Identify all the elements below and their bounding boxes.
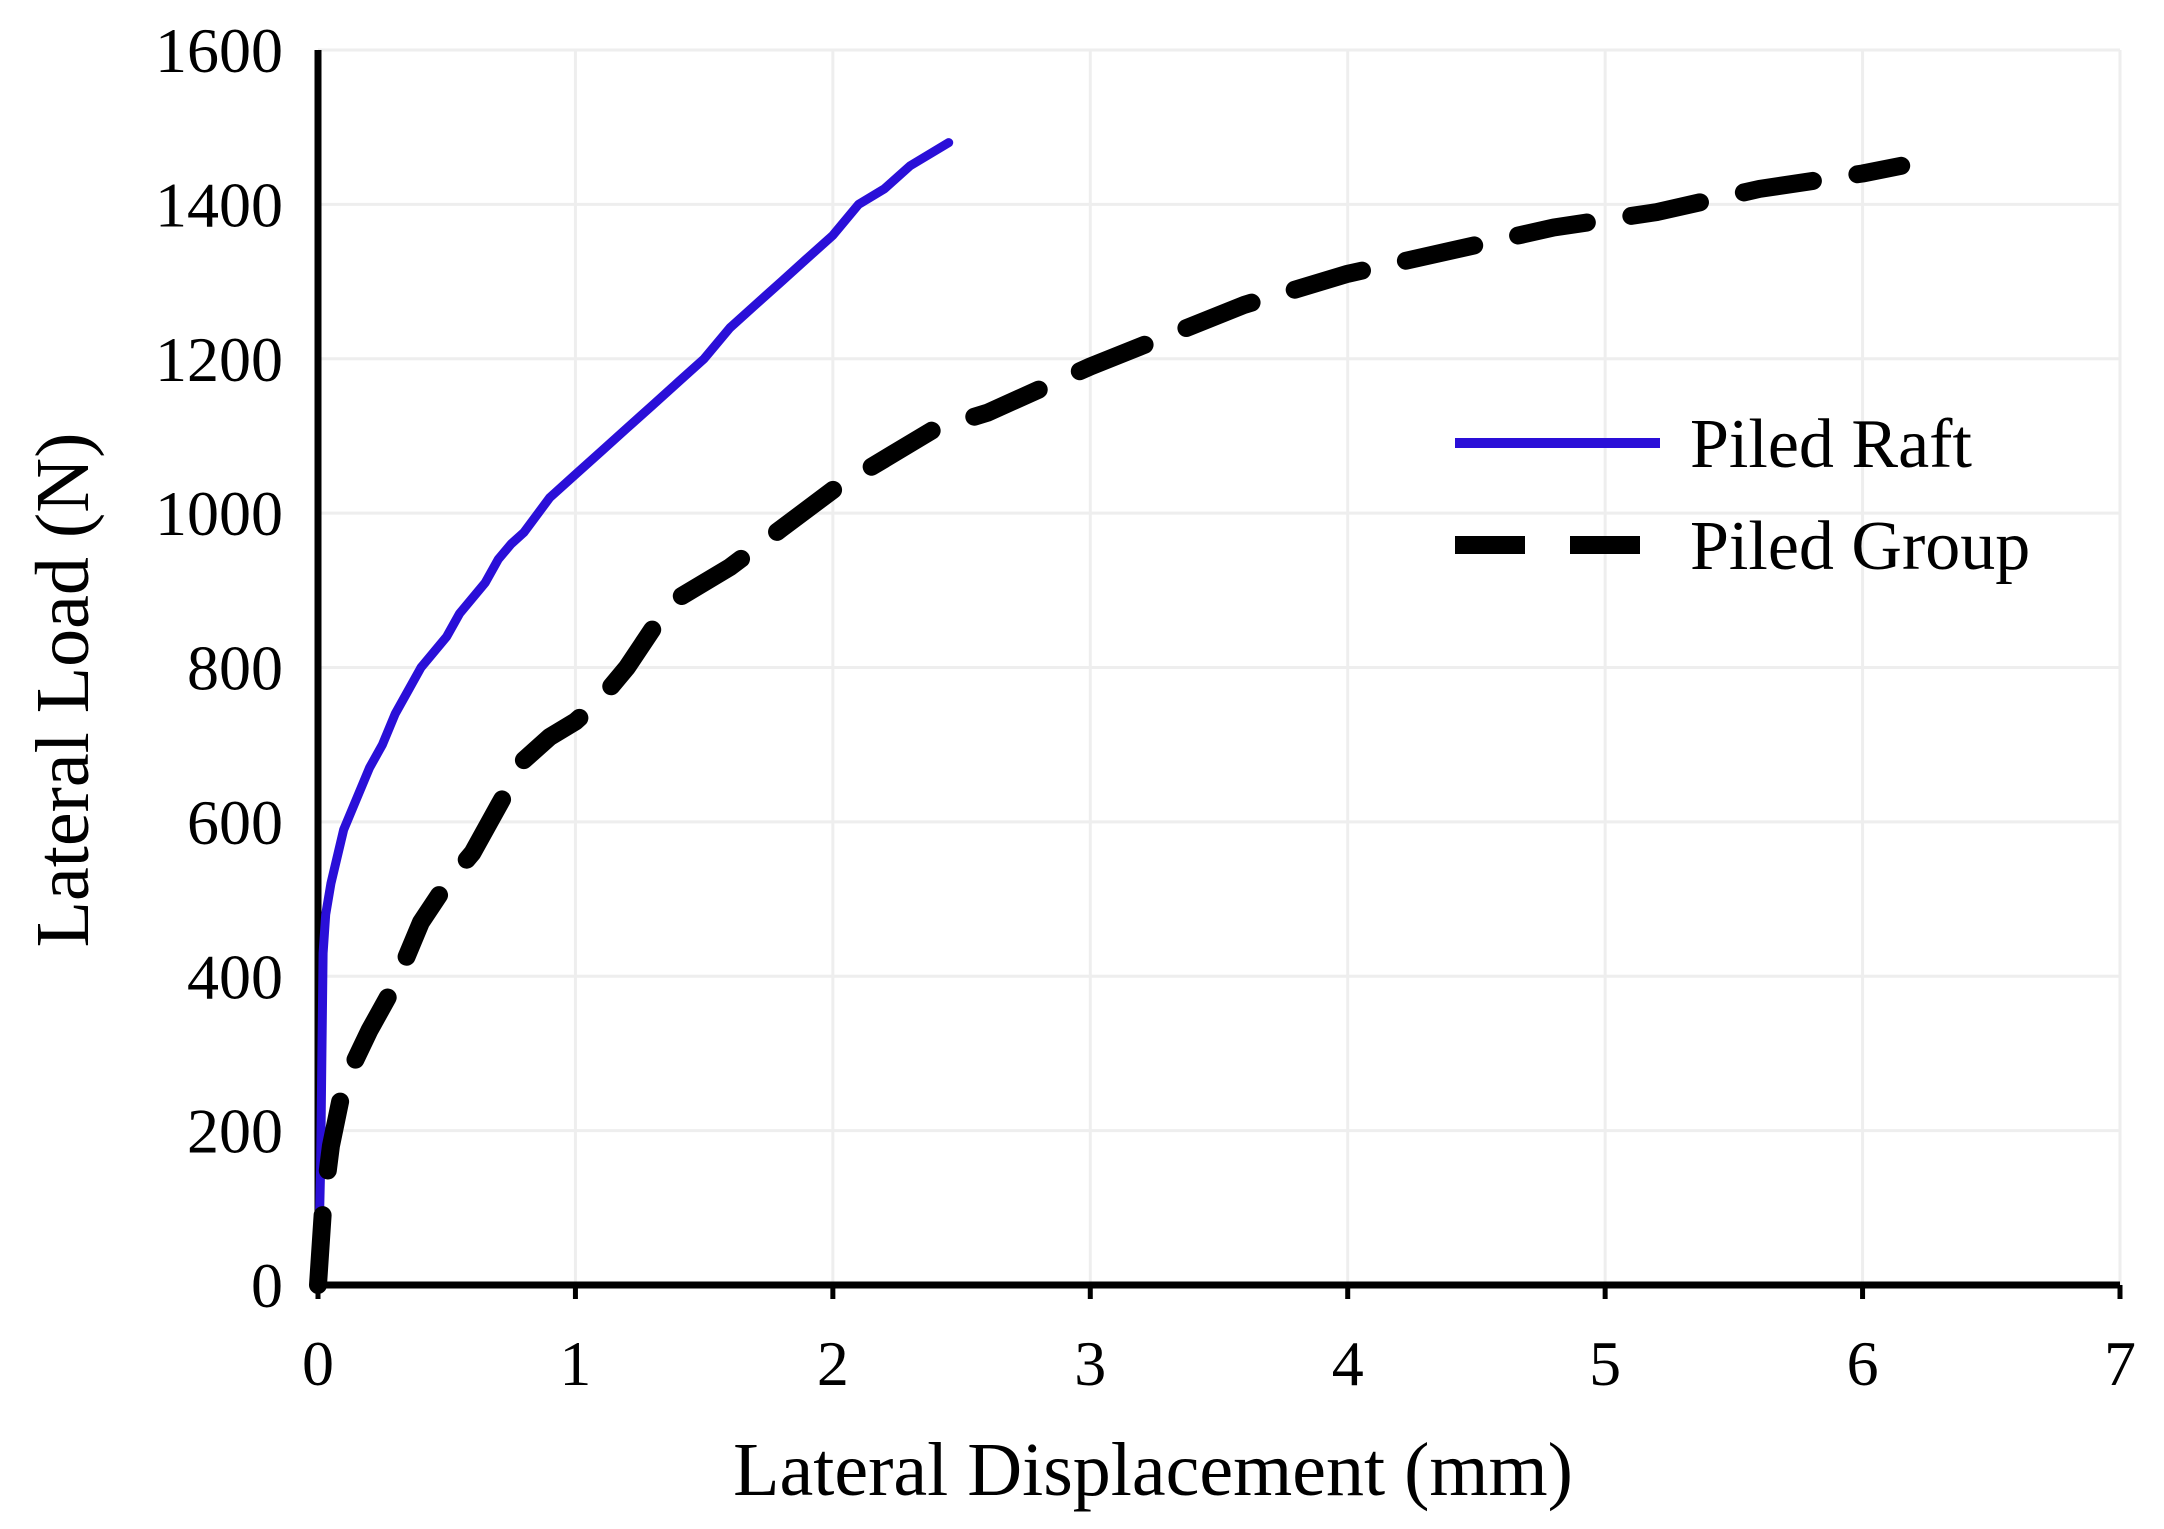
x-tick-label-7: 7: [2104, 1328, 2136, 1399]
x-tick-label-3: 3: [1074, 1328, 1106, 1399]
x-tick-label-5: 5: [1589, 1328, 1621, 1399]
x-tick-label-4: 4: [1332, 1328, 1364, 1399]
y-axis-title: Lateral Load (N): [21, 433, 105, 948]
legend: Piled Raft Piled Group: [1455, 406, 2030, 585]
series-line-piled-group: [309, 156, 1911, 1294]
y-tick-label-1200: 1200: [155, 324, 283, 395]
x-tick-label-0: 0: [302, 1328, 334, 1399]
series-layer: [309, 138, 1911, 1294]
x-tick-label-2: 2: [817, 1328, 849, 1399]
y-tick-label-400: 400: [187, 941, 283, 1012]
x-tick-labels: 0 1 2 3 4 5 6 7: [302, 1328, 2136, 1399]
y-tick-label-1400: 1400: [155, 169, 283, 240]
y-tick-label-600: 600: [187, 787, 283, 858]
y-tick-label-0: 0: [251, 1250, 283, 1321]
x-tick-label-1: 1: [559, 1328, 591, 1399]
y-tick-labels: 0 200 400 600 800 1000 1200 1400 1600: [155, 15, 283, 1321]
legend-label-piled-raft: Piled Raft: [1690, 406, 1972, 483]
y-tick-label-800: 800: [187, 633, 283, 704]
horizontal-gridlines: [318, 48, 2120, 1133]
y-tick-label-200: 200: [187, 1096, 283, 1167]
x-tick-label-6: 6: [1847, 1328, 1879, 1399]
series-line-piled-raft: [313, 138, 954, 1290]
y-tick-label-1000: 1000: [155, 478, 283, 549]
y-tick-label-1600: 1600: [155, 15, 283, 86]
x-axis-title: Lateral Displacement (mm): [733, 1428, 1573, 1512]
legend-label-piled-group: Piled Group: [1690, 508, 2030, 585]
